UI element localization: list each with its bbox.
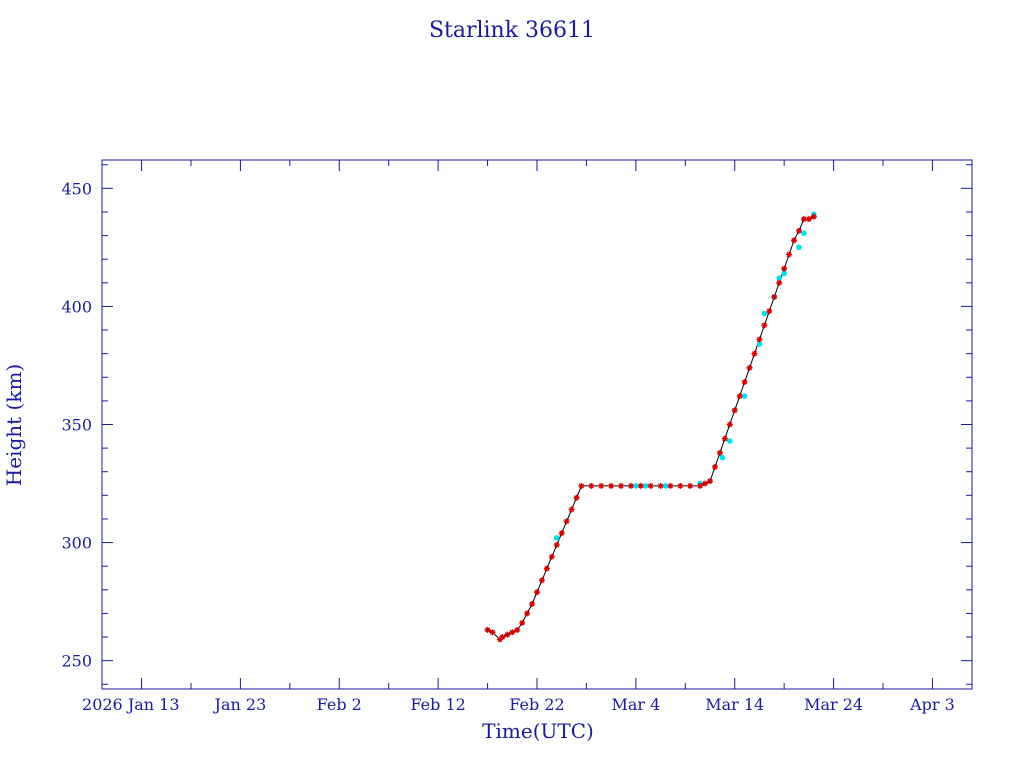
x-tick-label: Feb 12 <box>410 695 465 714</box>
data-point <box>667 482 674 489</box>
y-tick-labels: 250 300 350 400 450 <box>61 179 92 670</box>
data-point <box>726 421 733 428</box>
data-point <box>776 279 783 286</box>
data-point <box>662 483 669 489</box>
data-point <box>558 530 565 537</box>
data-point <box>801 230 807 237</box>
data-point <box>741 393 748 399</box>
data-point <box>504 631 511 638</box>
data-point <box>677 482 684 489</box>
x-tick-label: Feb 2 <box>317 695 362 714</box>
data-point <box>721 435 728 442</box>
data-point <box>761 322 768 329</box>
series-line-group <box>487 216 815 641</box>
series-line <box>487 216 815 641</box>
y-tick-label: 400 <box>61 297 92 316</box>
data-point <box>647 482 654 489</box>
data-point <box>519 619 526 626</box>
data-point <box>776 275 783 281</box>
data-point <box>687 482 694 489</box>
data-point <box>796 244 802 251</box>
data-markers <box>484 211 817 643</box>
data-point <box>514 626 521 633</box>
data-point <box>553 541 560 548</box>
data-point <box>538 577 545 584</box>
data-point <box>746 364 753 371</box>
data-point <box>509 629 516 636</box>
plot-frame <box>101 159 973 690</box>
data-point <box>719 454 726 461</box>
data-point <box>563 518 570 525</box>
chart-title: Starlink 36611 <box>429 18 595 43</box>
data-point <box>771 293 778 300</box>
data-point <box>731 407 738 414</box>
data-point <box>810 213 817 220</box>
data-point <box>642 483 649 489</box>
x-tick-label: Mar 4 <box>611 695 660 714</box>
data-point <box>791 237 798 244</box>
data-point <box>756 341 763 348</box>
x-tick-label: Mar 24 <box>804 695 863 714</box>
data-point <box>553 535 560 541</box>
data-point <box>756 336 763 343</box>
y-tick-label: 450 <box>61 179 92 198</box>
data-point <box>496 636 503 643</box>
data-point <box>761 310 768 317</box>
data-point <box>716 449 723 456</box>
data-point <box>568 506 575 513</box>
y-axis-label: Height (km) <box>2 364 26 486</box>
x-tick-label: Jan 23 <box>213 695 267 714</box>
data-point <box>588 482 595 489</box>
data-point <box>618 482 625 489</box>
data-point <box>741 378 748 385</box>
data-point <box>633 483 639 489</box>
data-point <box>766 308 773 315</box>
data-point <box>711 464 718 471</box>
data-point <box>578 482 585 489</box>
data-point <box>736 393 743 400</box>
data-point <box>637 482 644 489</box>
data-point <box>484 626 491 633</box>
data-point <box>534 589 540 596</box>
data-point <box>795 227 802 234</box>
data-point <box>543 565 550 572</box>
data-point <box>657 482 664 489</box>
y-tick-label: 250 <box>61 652 92 671</box>
data-point <box>499 634 506 641</box>
x-tick-labels: 2026 Jan 13 Jan 23 Feb 2 Feb 12 Feb 22 Mar 4 M… <box>82 695 955 714</box>
data-point <box>751 350 758 357</box>
data-point <box>800 216 807 223</box>
data-point <box>697 482 704 489</box>
x-tick-label: Apr 3 <box>909 695 955 714</box>
data-point <box>573 494 580 501</box>
y-tick-label: 300 <box>61 534 92 553</box>
x-tick-label: Feb 22 <box>509 695 564 714</box>
data-point <box>489 629 496 636</box>
data-point <box>608 482 615 489</box>
data-point <box>726 438 733 444</box>
data-point <box>524 610 531 617</box>
data-point <box>781 270 787 277</box>
data-point <box>548 553 555 560</box>
x-tick-label: Mar 14 <box>705 695 764 714</box>
data-point <box>627 482 634 489</box>
data-point <box>702 480 709 487</box>
x-axis-label: Time(UTC) <box>482 719 594 743</box>
y-tick-label: 350 <box>61 416 92 435</box>
data-point <box>805 216 812 223</box>
data-point <box>707 478 714 485</box>
data-point <box>781 265 788 272</box>
data-point <box>598 482 605 489</box>
x-tick-label: 2026 Jan 13 <box>82 695 180 714</box>
data-point <box>786 251 793 258</box>
data-point <box>529 600 536 607</box>
axis-ticks <box>102 160 972 689</box>
